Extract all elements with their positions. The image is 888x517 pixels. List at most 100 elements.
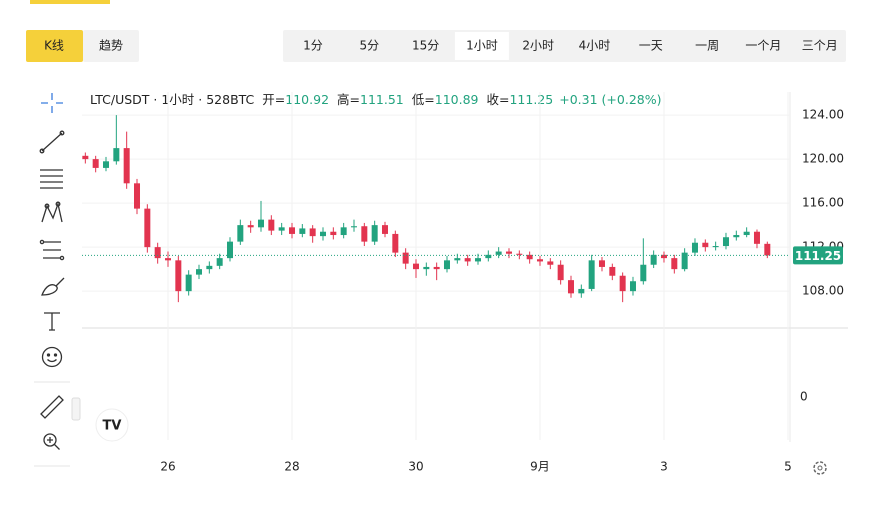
y-tick-label: 116.00 (802, 196, 844, 210)
logo[interactable] (95, 408, 129, 442)
line-tool[interactable] (39, 130, 65, 154)
candle-body (505, 251, 512, 254)
interval-button[interactable]: 5分 (359, 39, 379, 53)
candle-body (485, 254, 492, 259)
interval-bar (283, 30, 846, 62)
collapse-handle[interactable] (71, 397, 81, 421)
candle-body (113, 148, 120, 162)
candle-body (340, 227, 347, 236)
x-tick-label: 28 (284, 460, 299, 474)
candle-body (257, 219, 264, 228)
logo-mark: TV (103, 419, 122, 434)
high-label: 高= (337, 92, 360, 107)
x-tick-label: 9月 (530, 460, 550, 474)
candle-body (495, 251, 502, 255)
candle-body (598, 260, 605, 267)
last-price-label: 111.25 (795, 249, 841, 263)
interval-button[interactable]: 1分 (303, 39, 323, 53)
candle-body (764, 243, 771, 256)
ruler-tool[interactable] (40, 395, 64, 419)
candle-body (454, 258, 461, 261)
interval-button[interactable]: 一周 (695, 39, 719, 53)
tab-label[interactable]: 趋势 (99, 39, 123, 53)
candle-body (660, 254, 667, 259)
candle-body (288, 227, 295, 234)
candle-body (216, 258, 223, 266)
interval-button[interactable]: 一个月 (745, 39, 781, 53)
candle-body (464, 258, 471, 262)
brush-tool[interactable] (41, 277, 65, 296)
interval-button[interactable]: 2小时 (522, 39, 554, 53)
legend: LTC/USDT · 1小时 · 528BTC 开=110.92 高=111.51 低… (90, 92, 661, 107)
low-value: 110.89 (435, 92, 479, 107)
crosshair-tool[interactable] (41, 93, 63, 113)
candle-body (206, 265, 213, 270)
high-value: 111.51 (360, 92, 404, 107)
tab-label[interactable]: K线 (44, 39, 64, 53)
candle-body (753, 231, 760, 244)
interval-button[interactable]: 4小时 (579, 39, 611, 53)
candle-body (536, 259, 543, 262)
settings[interactable] (813, 461, 827, 475)
x-tick-label: 5 (784, 460, 792, 474)
interval-selected[interactable] (454, 32, 509, 60)
candle-body (226, 241, 233, 259)
candle-body (134, 183, 141, 209)
text-tool[interactable] (44, 312, 60, 331)
candle-body (619, 275, 626, 292)
candle-body (650, 254, 657, 265)
candle-body (474, 258, 481, 262)
candle-body (319, 231, 326, 237)
legend-text: LTC/USDT · 1小时 · 528BTC 开=110.92 高=111.51 低… (90, 92, 661, 107)
change-pct: (+0.28%) (602, 92, 662, 107)
tab[interactable] (83, 30, 139, 62)
candle-body (144, 208, 151, 248)
last-price-box (793, 246, 843, 265)
candle-body (629, 281, 636, 292)
candle-body (588, 260, 595, 289)
candle-body (278, 227, 285, 231)
candle-body (392, 233, 399, 253)
open-value: 110.92 (285, 92, 329, 107)
candle-body (361, 226, 368, 242)
y-tick-label: 120.00 (802, 152, 844, 166)
candle-body (268, 219, 275, 231)
candle-body (433, 266, 440, 270)
candle-body (82, 155, 89, 160)
fib-tool[interactable] (39, 239, 65, 261)
candle-body (712, 246, 719, 248)
candle-body (691, 242, 698, 253)
parallel-tool[interactable] (40, 169, 63, 189)
candle-body (443, 260, 450, 270)
candle-body (640, 264, 647, 282)
candle-body (247, 225, 254, 228)
pattern-tool[interactable] (41, 201, 63, 223)
candle-body (350, 226, 357, 228)
emoji-tool[interactable] (41, 346, 63, 368)
tab[interactable] (26, 30, 83, 62)
candle-body (309, 228, 316, 237)
candle-body (516, 253, 523, 255)
close-label: 收= (487, 92, 510, 107)
candle-body (103, 161, 110, 168)
candle-body (722, 237, 729, 247)
change: +0.31 (559, 92, 597, 107)
close-value: 111.25 (509, 92, 553, 107)
interval-button[interactable]: 三个月 (802, 39, 838, 53)
candle-body (195, 269, 202, 275)
candle-body (702, 242, 709, 248)
zoom-tool[interactable] (43, 433, 60, 450)
interval-button[interactable]: 1小时 (466, 39, 498, 53)
candle-body (154, 247, 161, 259)
interval-button[interactable]: 15分 (412, 39, 439, 53)
x-tick-label: 3 (660, 460, 668, 474)
interval-button[interactable]: 一天 (639, 39, 663, 53)
candle-body (330, 231, 337, 236)
candle-body (371, 225, 378, 242)
candle-body (423, 266, 430, 270)
candle-body (526, 254, 533, 260)
x-tick-label: 30 (408, 460, 423, 474)
candle-body (681, 252, 688, 270)
